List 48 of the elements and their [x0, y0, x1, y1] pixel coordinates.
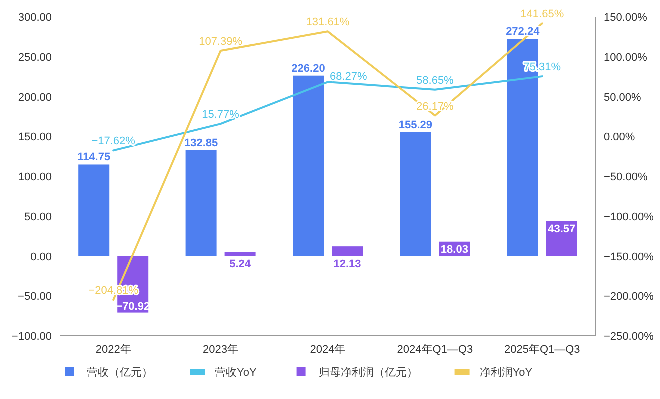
data-label: 68.27%	[330, 71, 368, 84]
legend-label: 净利润YoY	[480, 366, 534, 379]
y2-tick-label: −100.00%	[604, 211, 654, 224]
y2-tick-label: −200.00%	[604, 291, 654, 304]
bar	[186, 150, 217, 256]
y-tick-label: 300.00	[18, 12, 52, 24]
y-tick-label: 200.00	[18, 92, 52, 104]
bar	[224, 252, 256, 256]
y2-tick-label: −250.00%	[604, 331, 654, 343]
y2-tick-label: 100.00%	[604, 52, 648, 64]
y-tick-label: −50.00	[18, 291, 52, 304]
data-label: 114.75	[78, 152, 111, 164]
data-label: 107.39%	[199, 36, 243, 48]
data-label: 141.65%	[520, 8, 564, 21]
bar	[293, 76, 324, 256]
x-tick-label: 2024年	[310, 344, 346, 356]
data-label: 43.57	[548, 224, 576, 236]
data-label: 132.85	[184, 137, 218, 150]
x-tick-label: 2023年	[203, 344, 239, 356]
data-label: 15.77%	[202, 109, 240, 122]
legend-label: 营收（亿元）	[87, 366, 153, 379]
y2-tick-label: 0.00%	[604, 132, 636, 144]
x-tick-label: 2025年Q1—Q3	[504, 344, 580, 356]
y-tick-label: 0.00	[30, 251, 52, 264]
data-label: 226.20	[292, 62, 326, 75]
y2-tick-label: 150.00%	[604, 12, 648, 24]
legend-label: 营收YoY	[215, 366, 258, 379]
y-tick-label: 100.00	[18, 172, 52, 184]
data-label: −17.62%	[92, 136, 136, 148]
x-tick-label: 2024年Q1—Q3	[397, 344, 474, 356]
bar	[400, 132, 432, 256]
y2-tick-label: −150.00%	[604, 251, 654, 264]
data-label: 131.61%	[306, 16, 350, 29]
data-label: 58.65%	[416, 74, 454, 87]
bar	[332, 246, 363, 256]
bar	[78, 164, 110, 256]
data-label: 12.13	[334, 258, 362, 270]
data-label: 155.29	[398, 119, 433, 132]
data-label: 18.03	[440, 244, 468, 256]
legend-label: 归母净利润（亿元）	[318, 366, 418, 379]
y2-tick-label: 50.00%	[604, 92, 642, 104]
y-tick-label: 50.00	[24, 211, 52, 224]
y-tick-label: 250.00	[18, 52, 52, 64]
y-tick-label: 150.00	[18, 132, 52, 144]
y-tick-label: −100.00	[12, 331, 52, 343]
data-label: 5.24	[230, 258, 252, 270]
y2-tick-label: −50.00%	[604, 172, 648, 184]
x-tick-label: 2022年	[96, 344, 132, 356]
